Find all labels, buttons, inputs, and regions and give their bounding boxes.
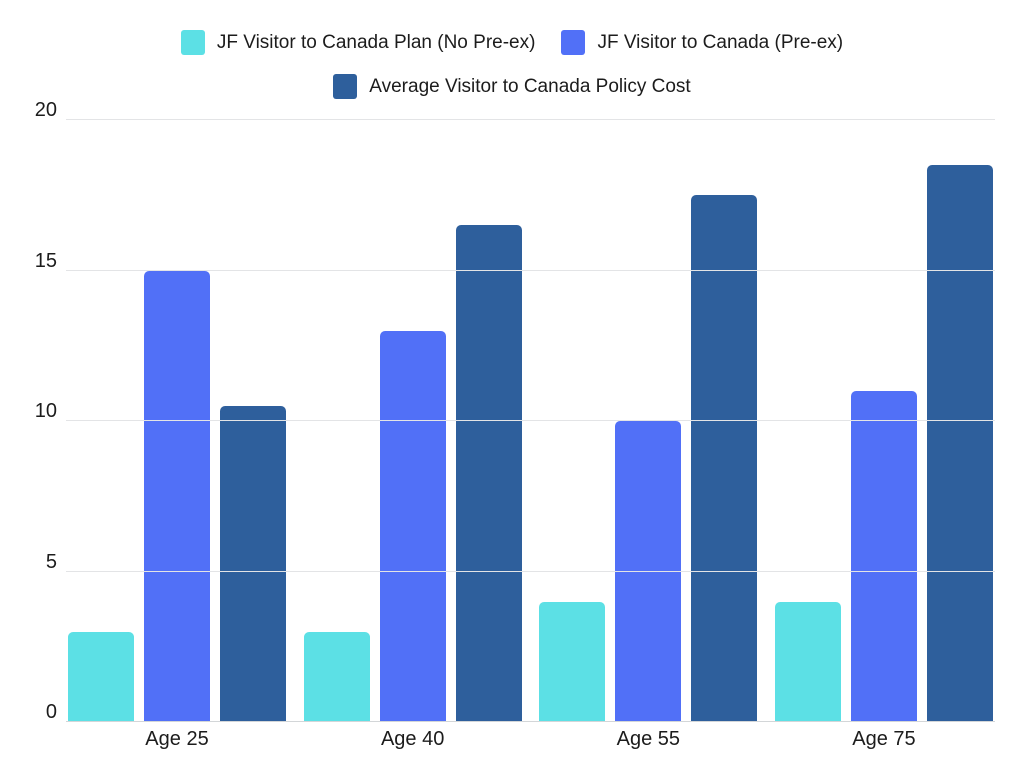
- bar-jf-visitor-to-canada-plan-no-pre-ex-age-40: [303, 631, 370, 722]
- bar-average-visitor-to-canada-policy-cost-age-55: [691, 195, 758, 722]
- legend-row-2: Average Visitor to Canada Policy Cost: [333, 74, 691, 99]
- legend-item-average: Average Visitor to Canada Policy Cost: [333, 74, 691, 99]
- y-axis: 0 5 10 15 20: [0, 100, 57, 723]
- x-tick-label-age-75: Age 75: [852, 728, 916, 750]
- legend-label-average: Average Visitor to Canada Policy Cost: [369, 75, 691, 97]
- bar-jf-visitor-to-canada-pre-ex-age-75: [850, 390, 917, 722]
- bar-group-age-55: [539, 120, 758, 722]
- legend: JF Visitor to Canada Plan (No Pre-ex) JF…: [0, 30, 1024, 99]
- legend-swatch-average-icon: [333, 74, 358, 99]
- x-tick-label-age-25: Age 25: [145, 728, 209, 750]
- gridline-0: [66, 721, 995, 722]
- bar-jf-visitor-to-canada-pre-ex-age-40: [379, 330, 446, 722]
- bar-jf-visitor-to-canada-plan-no-pre-ex-age-55: [539, 601, 606, 722]
- gridline-20: [66, 119, 995, 120]
- legend-item-preex: JF Visitor to Canada (Pre-ex): [561, 30, 843, 55]
- x-tick-label-age-55: Age 55: [616, 728, 680, 750]
- bar-average-visitor-to-canada-policy-cost-age-75: [926, 165, 993, 722]
- y-tick-label-5: 5: [45, 550, 57, 573]
- bar-group-age-75: [774, 120, 993, 722]
- x-tick-label-age-40: Age 40: [380, 728, 445, 750]
- legend-label-preex: JF Visitor to Canada (Pre-ex): [597, 31, 844, 53]
- bar-average-visitor-to-canada-policy-cost-age-25: [220, 405, 286, 722]
- x-axis: Age 25 Age 40 Age 55 Age 75: [66, 728, 995, 751]
- plot-area: [66, 119, 995, 722]
- y-tick-label-0: 0: [45, 701, 57, 723]
- gridline-10: [66, 420, 995, 421]
- gridline-15: [66, 269, 995, 271]
- legend-swatch-preex-icon: [561, 30, 586, 55]
- bar-jf-visitor-to-canada-plan-no-pre-ex-age-25: [68, 631, 134, 722]
- legend-row-1: JF Visitor to Canada Plan (No Pre-ex) JF…: [180, 30, 843, 55]
- bar-groups: [66, 120, 995, 722]
- gridline-5: [66, 570, 995, 572]
- bar-jf-visitor-to-canada-pre-ex-age-55: [615, 421, 682, 722]
- bar-average-visitor-to-canada-policy-cost-age-40: [455, 225, 522, 722]
- bar-jf-visitor-to-canada-pre-ex-age-25: [144, 270, 210, 722]
- y-tick-label-20: 20: [34, 99, 57, 121]
- y-tick-label-15: 15: [34, 249, 57, 272]
- bar-group-age-40: [303, 120, 522, 722]
- bar-jf-visitor-to-canada-plan-no-pre-ex-age-75: [774, 601, 841, 722]
- y-tick-label-10: 10: [34, 400, 57, 422]
- legend-item-no-preex: JF Visitor to Canada Plan (No Pre-ex): [180, 30, 536, 55]
- legend-swatch-no-preex-icon: [180, 30, 205, 55]
- legend-label-no-preex: JF Visitor to Canada Plan (No Pre-ex): [216, 31, 536, 53]
- bar-group-age-25: [68, 120, 286, 722]
